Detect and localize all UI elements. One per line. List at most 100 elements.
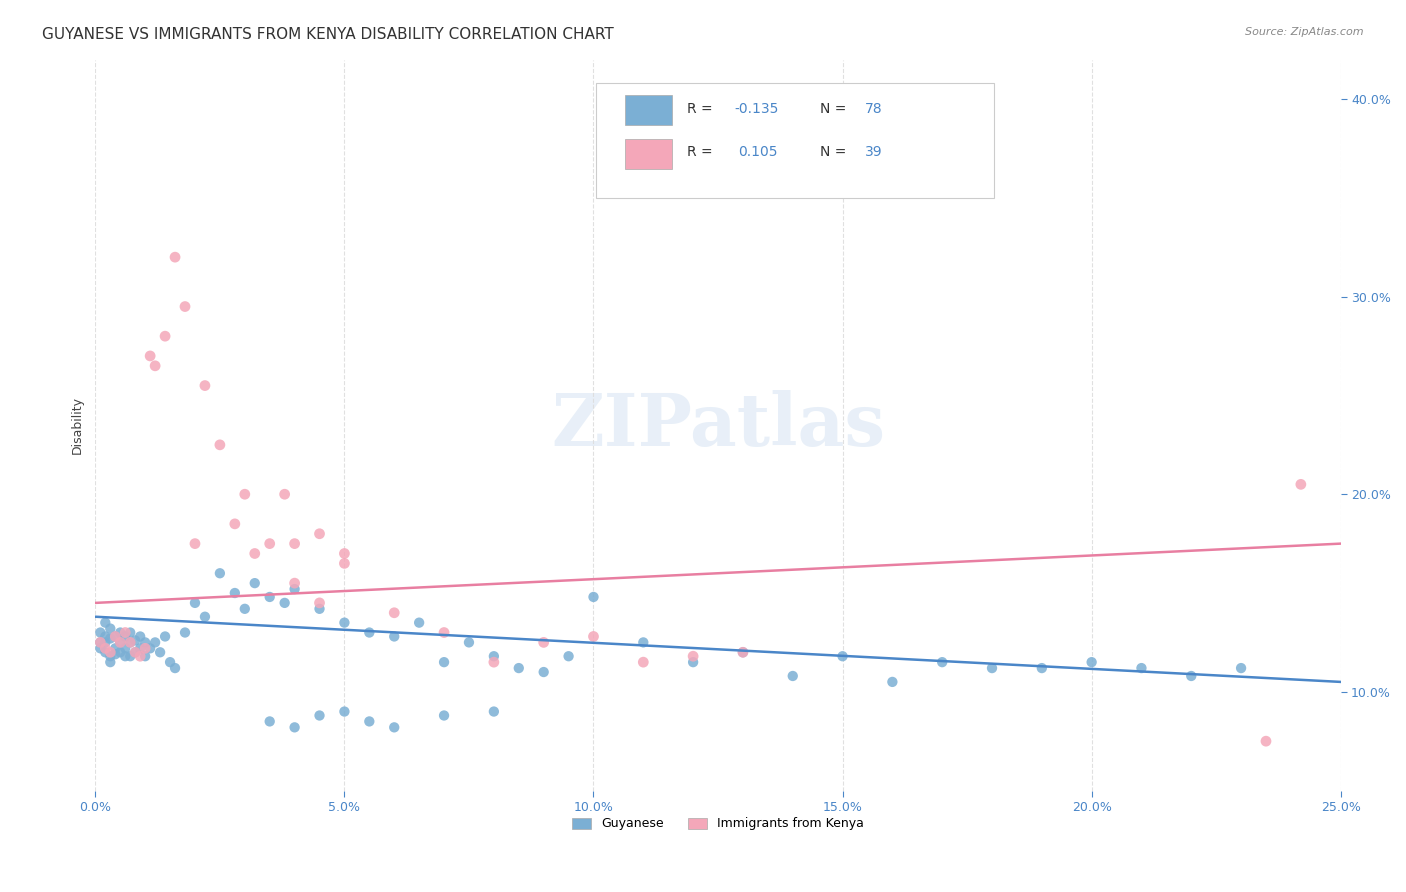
Point bbox=[110, 625, 132, 640]
Point bbox=[308, 708, 330, 723]
Point bbox=[557, 649, 579, 664]
Point bbox=[194, 609, 217, 624]
Point bbox=[333, 705, 356, 719]
Text: -0.135: -0.135 bbox=[734, 102, 779, 116]
Point bbox=[104, 630, 127, 644]
Point bbox=[482, 655, 505, 669]
Point bbox=[931, 655, 953, 669]
Point bbox=[194, 378, 217, 392]
Point bbox=[582, 630, 605, 644]
Point bbox=[831, 649, 853, 664]
Point bbox=[382, 606, 405, 620]
Point bbox=[333, 615, 356, 630]
Point bbox=[273, 596, 295, 610]
Point bbox=[533, 635, 555, 649]
Text: N =: N = bbox=[820, 102, 851, 116]
FancyBboxPatch shape bbox=[624, 138, 672, 169]
Point bbox=[165, 250, 187, 264]
Point bbox=[259, 714, 281, 729]
Point bbox=[433, 708, 456, 723]
Point bbox=[110, 635, 132, 649]
Point bbox=[120, 635, 142, 649]
Point bbox=[143, 635, 166, 649]
Point bbox=[114, 649, 136, 664]
Point bbox=[129, 649, 152, 664]
Legend: Guyanese, Immigrants from Kenya: Guyanese, Immigrants from Kenya bbox=[567, 813, 869, 836]
Point bbox=[89, 635, 111, 649]
Point bbox=[134, 641, 156, 656]
Point bbox=[433, 625, 456, 640]
Point bbox=[224, 586, 246, 600]
Point bbox=[682, 655, 704, 669]
Point bbox=[129, 641, 152, 656]
Point bbox=[174, 625, 197, 640]
Point bbox=[94, 635, 117, 649]
Point bbox=[308, 526, 330, 541]
Point bbox=[259, 536, 281, 550]
Point bbox=[124, 645, 146, 659]
Point bbox=[120, 625, 142, 640]
Point bbox=[149, 645, 172, 659]
Point bbox=[134, 635, 156, 649]
Point bbox=[114, 625, 136, 640]
Point bbox=[1130, 661, 1153, 675]
Point bbox=[139, 641, 162, 656]
Point bbox=[94, 641, 117, 656]
Point bbox=[508, 661, 530, 675]
Point bbox=[382, 720, 405, 734]
Point bbox=[273, 487, 295, 501]
Text: R =: R = bbox=[688, 102, 717, 116]
Point bbox=[110, 635, 132, 649]
Point bbox=[359, 714, 381, 729]
Point bbox=[308, 602, 330, 616]
Text: 78: 78 bbox=[865, 102, 883, 116]
Point bbox=[98, 645, 121, 659]
Point bbox=[114, 641, 136, 656]
Point bbox=[382, 630, 405, 644]
Point bbox=[458, 635, 481, 649]
Point bbox=[1031, 661, 1053, 675]
Text: 0.105: 0.105 bbox=[738, 145, 778, 160]
FancyBboxPatch shape bbox=[596, 83, 994, 199]
Point bbox=[120, 649, 142, 664]
Point bbox=[153, 630, 176, 644]
Point bbox=[208, 438, 231, 452]
Point bbox=[782, 669, 804, 683]
Point bbox=[243, 576, 266, 591]
Point bbox=[208, 566, 231, 581]
Point bbox=[184, 536, 207, 550]
Point bbox=[124, 633, 146, 648]
Point bbox=[308, 596, 330, 610]
Point bbox=[582, 590, 605, 604]
Point bbox=[1180, 669, 1202, 683]
Point bbox=[139, 349, 162, 363]
Point bbox=[224, 516, 246, 531]
Point bbox=[94, 615, 117, 630]
Point bbox=[284, 536, 307, 550]
Point bbox=[433, 655, 456, 669]
Text: Source: ZipAtlas.com: Source: ZipAtlas.com bbox=[1246, 27, 1364, 37]
Point bbox=[533, 665, 555, 679]
Point bbox=[633, 655, 655, 669]
Point bbox=[1289, 477, 1312, 491]
Point bbox=[333, 547, 356, 561]
Point bbox=[120, 635, 142, 649]
Point bbox=[98, 622, 121, 636]
Point bbox=[104, 647, 127, 661]
Text: 39: 39 bbox=[865, 145, 883, 160]
Point bbox=[233, 487, 256, 501]
Text: R =: R = bbox=[688, 145, 717, 160]
Point bbox=[134, 649, 156, 664]
Point bbox=[89, 635, 111, 649]
Point bbox=[482, 649, 505, 664]
Point bbox=[110, 645, 132, 659]
Point bbox=[981, 661, 1004, 675]
Point bbox=[284, 720, 307, 734]
Point bbox=[174, 300, 197, 314]
Point bbox=[98, 632, 121, 646]
Point bbox=[731, 645, 754, 659]
Text: ZIPatlas: ZIPatlas bbox=[551, 390, 886, 460]
Point bbox=[482, 705, 505, 719]
Point bbox=[89, 641, 111, 656]
Point bbox=[633, 635, 655, 649]
